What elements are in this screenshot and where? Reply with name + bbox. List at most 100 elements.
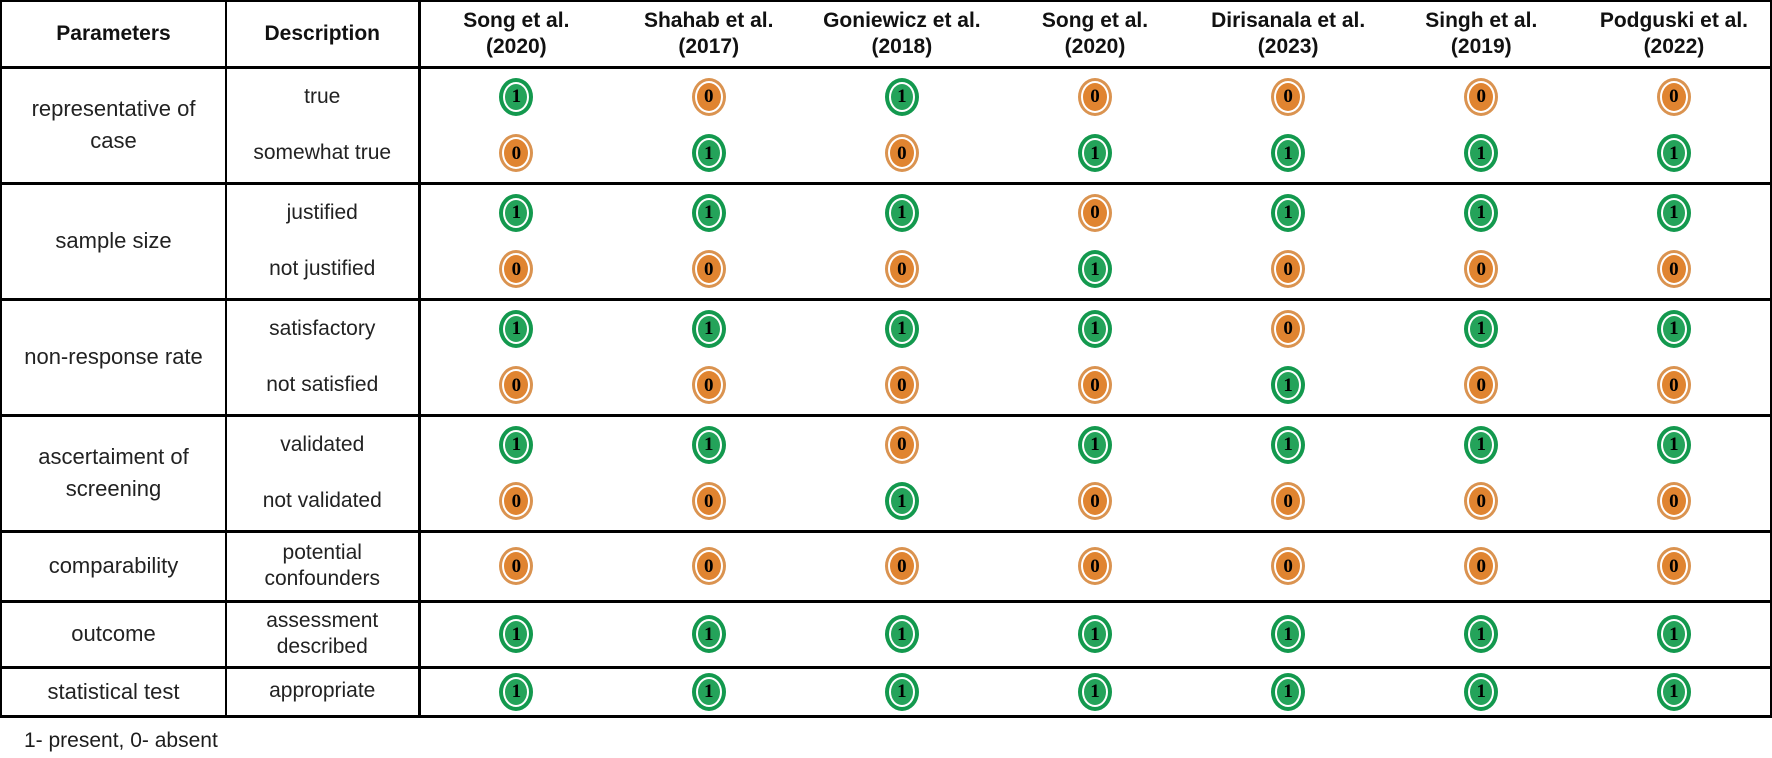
score-cell: 1: [1192, 183, 1385, 241]
score-present-icon: 1: [1656, 309, 1691, 348]
score-cell: 1: [998, 667, 1191, 716]
score-cell: 1: [1578, 299, 1771, 357]
score-present-icon: 1: [1077, 309, 1112, 348]
score-cell: 1: [419, 67, 612, 125]
score-absent-icon: 0: [499, 250, 534, 289]
score-cell: 0: [805, 357, 998, 415]
score-cell: 1: [1192, 667, 1385, 716]
score-absent-icon: 0: [1464, 547, 1499, 585]
score-cell: 1: [998, 415, 1191, 473]
study-year: (2019): [1450, 34, 1512, 58]
table-row: statistical test appropriate 1 1 1 1 1 1 1: [1, 667, 1771, 716]
score-absent-icon: 0: [1077, 366, 1112, 405]
score-absent-icon: 0: [1464, 482, 1499, 521]
table-row: outcome assessment described 1 1 1 1 1 1 1: [1, 601, 1771, 667]
score-present-icon: 1: [499, 425, 534, 464]
score-cell: 1: [805, 601, 998, 667]
score-cell: 1: [612, 667, 805, 716]
score-cell: 0: [805, 531, 998, 601]
score-absent-icon: 0: [884, 366, 919, 405]
score-present-icon: 1: [1077, 250, 1112, 289]
score-cell: 1: [805, 67, 998, 125]
score-cell: 1: [419, 415, 612, 473]
table-row: not justified 0 0 0 1 0 0 0: [1, 241, 1771, 299]
score-cell: 1: [805, 473, 998, 531]
score-present-icon: 1: [499, 309, 534, 348]
score-cell: 0: [1578, 241, 1771, 299]
score-cell: 0: [805, 415, 998, 473]
table-header: Parameters Description Song et al. (2020)…: [1, 1, 1771, 67]
score-cell: 1: [1578, 415, 1771, 473]
table-row: not validated 0 0 1 0 0 0 0: [1, 473, 1771, 531]
score-cell: 1: [1385, 125, 1578, 183]
score-present-icon: 1: [1077, 425, 1112, 464]
score-present-icon: 1: [1464, 309, 1499, 348]
score-absent-icon: 0: [1077, 193, 1112, 232]
score-present-icon: 1: [1464, 425, 1499, 464]
score-absent-icon: 0: [1271, 547, 1306, 585]
score-cell: 0: [998, 357, 1191, 415]
study-header: Podguski et al. (2022): [1578, 1, 1771, 67]
parameter-cell: statistical test: [1, 667, 227, 716]
score-absent-icon: 0: [1271, 250, 1306, 289]
score-cell: 0: [1192, 299, 1385, 357]
score-cell: 0: [1192, 241, 1385, 299]
description-cell: potential confounders: [226, 531, 421, 601]
table-row: representative of case true 1 0 1 0 0 0 0: [1, 67, 1771, 183]
score-cell: 1: [1578, 183, 1771, 241]
score-cell: 1: [1385, 415, 1578, 473]
description-cell: validated: [226, 415, 421, 473]
score-cell: 1: [419, 299, 612, 357]
score-present-icon: 1: [499, 77, 534, 116]
score-absent-icon: 0: [691, 366, 726, 405]
study-name: Shahab et al.: [643, 8, 774, 32]
header-row: Parameters Description Song et al. (2020)…: [1, 1, 1771, 67]
study-header: Dirisanala et al. (2023): [1192, 1, 1385, 67]
score-cell: 0: [612, 357, 805, 415]
study-year: (2018): [871, 34, 933, 58]
score-cell: 0: [419, 125, 612, 183]
score-absent-icon: 0: [1077, 77, 1112, 116]
study-header: Goniewicz et al. (2018): [805, 1, 998, 67]
score-present-icon: 1: [691, 193, 726, 232]
description-cell: not satisfied: [226, 357, 421, 415]
score-present-icon: 1: [1464, 615, 1499, 653]
score-cell: 0: [1578, 473, 1771, 531]
score-present-icon: 1: [1656, 134, 1691, 173]
score-absent-icon: 0: [884, 547, 919, 585]
score-cell: 0: [1578, 357, 1771, 415]
score-cell: 1: [1385, 299, 1578, 357]
score-present-icon: 1: [1271, 425, 1306, 464]
score-cell: 1: [1192, 601, 1385, 667]
score-absent-icon: 0: [1464, 250, 1499, 289]
score-present-icon: 1: [1464, 672, 1499, 711]
score-cell: 0: [1578, 531, 1771, 601]
score-cell: 0: [419, 531, 612, 601]
score-absent-icon: 0: [499, 482, 534, 521]
score-absent-icon: 0: [1656, 250, 1691, 289]
score-absent-icon: 0: [1271, 77, 1306, 116]
score-cell: 1: [419, 667, 612, 716]
table-row: not satisfied 0 0 0 0 1 0 0: [1, 357, 1771, 415]
score-cell: 0: [1385, 357, 1578, 415]
score-cell: 1: [805, 299, 998, 357]
score-absent-icon: 0: [691, 547, 726, 585]
study-name: Goniewicz et al.: [823, 8, 981, 32]
score-absent-icon: 0: [884, 250, 919, 289]
score-present-icon: 1: [884, 309, 919, 348]
score-absent-icon: 0: [499, 134, 534, 173]
score-cell: 0: [612, 67, 805, 125]
description-cell: satisfactory: [226, 299, 421, 357]
score-cell: 1: [1385, 667, 1578, 716]
study-header: Singh et al. (2019): [1385, 1, 1578, 67]
study-year: (2023): [1257, 34, 1319, 58]
score-cell: 0: [419, 357, 612, 415]
study-name: Song et al.: [463, 8, 570, 32]
score-cell: 1: [1192, 357, 1385, 415]
legend-note: 1- present, 0- absent: [24, 728, 218, 752]
score-present-icon: 1: [691, 425, 726, 464]
study-year: (2022): [1643, 34, 1705, 58]
score-present-icon: 1: [1271, 672, 1306, 711]
score-present-icon: 1: [1271, 615, 1306, 653]
